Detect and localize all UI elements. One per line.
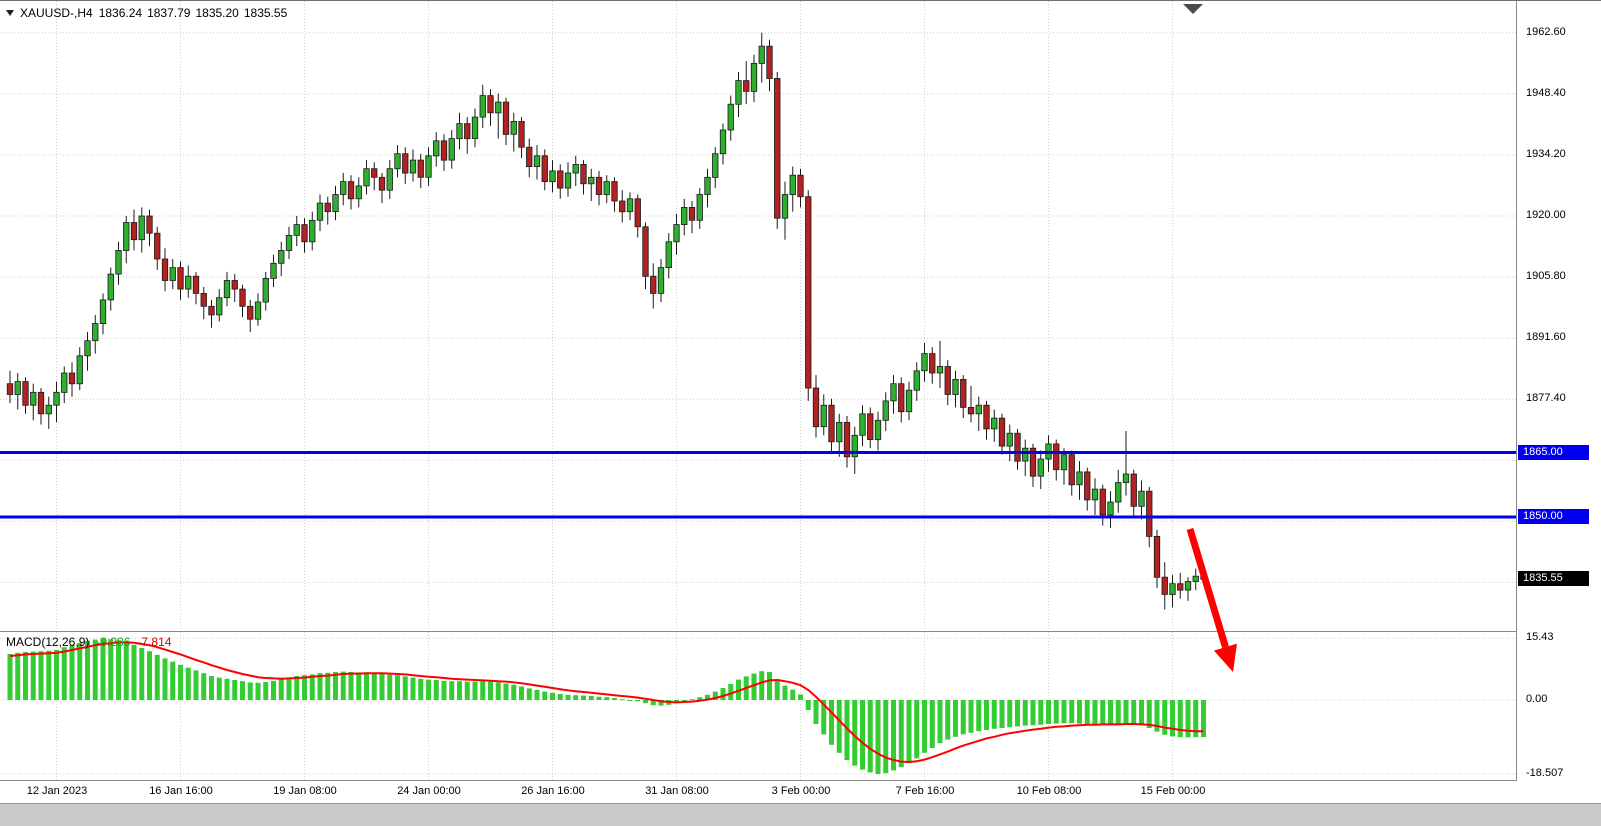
macd-label: MACD(12,26,9) — [6, 635, 90, 649]
price-axis-label: 1962.60 — [1526, 26, 1566, 38]
symbol-dropdown-icon[interactable] — [6, 10, 14, 16]
time-axis-label: 24 Jan 00:00 — [397, 785, 461, 797]
hline-price-tag: 1865.00 — [1518, 445, 1589, 460]
time-axis-label: 12 Jan 2023 — [26, 785, 88, 797]
price-axis-label: 1905.80 — [1526, 270, 1566, 282]
macd-signal-value: -7.814 — [137, 635, 172, 649]
ohlc-close: 1835.55 — [243, 6, 288, 20]
chart-title: XAUUSD-,H4 1836.24 1837.79 1835.20 1835.… — [6, 6, 287, 20]
time-axis-label: 16 Jan 16:00 — [149, 785, 213, 797]
price-axis-label: 1948.40 — [1526, 87, 1566, 99]
candlestick-chart[interactable] — [0, 1, 1516, 631]
time-axis-label: 3 Feb 00:00 — [771, 785, 831, 797]
current-price-tag: 1835.55 — [1518, 571, 1589, 586]
macd-axis-label: 15.43 — [1526, 631, 1554, 643]
symbol-timeframe-label: XAUUSD-,H4 — [20, 6, 93, 20]
macd-axis-label: -18.507 — [1526, 767, 1564, 779]
macd-main-value: -9.286 — [96, 635, 131, 649]
macd-pane[interactable]: MACD(12,26,9) -9.286 -7.814 — [0, 632, 1516, 780]
price-axis-label: 1920.00 — [1526, 209, 1566, 221]
time-axis-label: 7 Feb 16:00 — [895, 785, 955, 797]
price-axis-label: 1891.60 — [1526, 331, 1566, 343]
time-axis-label: 19 Jan 08:00 — [273, 785, 337, 797]
price-pane[interactable] — [0, 1, 1516, 631]
price-axis-label: 1877.40 — [1526, 392, 1566, 404]
time-axis-label: 31 Jan 08:00 — [645, 785, 709, 797]
macd-axis-label: 0.00 — [1526, 693, 1548, 705]
ohlc-low: 1835.20 — [195, 6, 239, 20]
window-bottom-bar — [0, 803, 1601, 826]
time-axis-label: 15 Feb 00:00 — [1140, 785, 1206, 797]
time-axis-label: 10 Feb 08:00 — [1016, 785, 1082, 797]
hline-price-tag: 1850.00 — [1518, 509, 1589, 524]
time-axis[interactable]: 12 Jan 2023 16 Jan 16:00 19 Jan 08:00 24 Ja… — [0, 781, 1601, 803]
macd-title: MACD(12,26,9) -9.286 -7.814 — [6, 635, 171, 649]
price-axis-label: 1934.20 — [1526, 148, 1566, 160]
macd-indicator-chart[interactable] — [0, 632, 1516, 780]
time-axis-divider — [0, 780, 1601, 781]
ohlc-open: 1836.24 — [98, 6, 143, 20]
pane-divider[interactable] — [0, 631, 1601, 632]
price-axis[interactable]: 1962.60 1948.40 1934.20 1920.00 1905.80 1891.… — [1516, 1, 1601, 781]
time-axis-label: 26 Jan 16:00 — [521, 785, 585, 797]
ohlc-high: 1837.79 — [147, 6, 191, 20]
